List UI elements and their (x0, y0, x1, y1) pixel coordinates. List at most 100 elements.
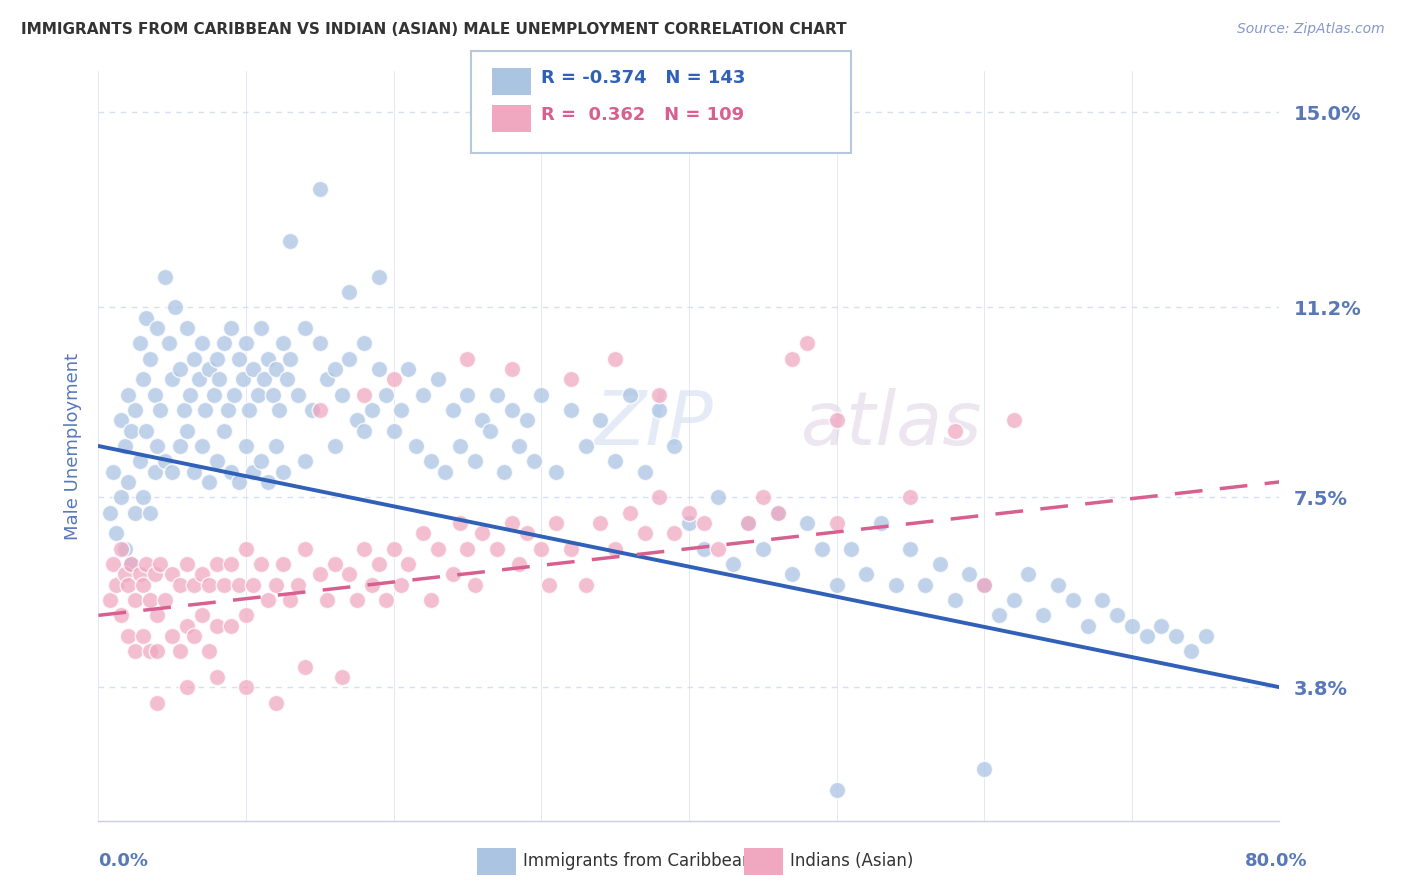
Point (143, 465, 166, 479)
Point (242, 362, 264, 376)
Point (619, 387, 641, 401)
Point (988, 608, 1011, 623)
Point (205, 670, 228, 684)
Point (191, 567, 214, 582)
Text: Indians (Asian): Indians (Asian) (790, 852, 914, 870)
Point (457, 387, 479, 401)
Point (117, 577, 139, 591)
Point (427, 372, 450, 386)
Point (139, 593, 162, 607)
Point (110, 608, 132, 623)
Point (389, 577, 412, 591)
Point (486, 541, 509, 556)
Point (202, 387, 225, 401)
Point (176, 618, 198, 632)
Point (501, 403, 523, 417)
Point (221, 557, 243, 571)
Point (120, 557, 142, 571)
Point (1018, 567, 1040, 582)
Point (294, 321, 316, 335)
Point (235, 608, 257, 623)
Point (825, 782, 848, 797)
Point (841, 541, 863, 556)
Point (323, 557, 346, 571)
Point (257, 351, 280, 366)
Point (634, 526, 657, 541)
Point (1195, 629, 1218, 643)
Point (253, 372, 276, 386)
Point (146, 696, 169, 710)
Point (191, 336, 214, 351)
Point (766, 506, 789, 520)
Point (855, 567, 877, 582)
Point (796, 516, 818, 530)
Point (1032, 608, 1054, 623)
Point (169, 362, 191, 376)
Point (382, 541, 405, 556)
Point (870, 516, 893, 530)
Point (162, 567, 183, 582)
Point (98, 506, 121, 520)
Point (589, 516, 612, 530)
Point (1047, 577, 1070, 591)
Point (508, 439, 530, 453)
Text: R = -0.374   N = 143: R = -0.374 N = 143 (541, 69, 745, 87)
Point (368, 269, 391, 284)
Point (257, 593, 280, 607)
Point (360, 577, 382, 591)
Point (546, 465, 568, 479)
Point (208, 372, 231, 386)
Point (1136, 629, 1159, 643)
Point (339, 285, 361, 299)
Point (183, 629, 205, 643)
Point (287, 387, 309, 401)
Point (516, 526, 538, 541)
Point (191, 439, 214, 453)
Point (412, 387, 434, 401)
Point (368, 557, 391, 571)
Point (271, 465, 294, 479)
Point (560, 403, 582, 417)
Point (560, 372, 582, 386)
Point (232, 372, 254, 386)
Point (98, 593, 121, 607)
Point (309, 182, 332, 196)
Point (309, 403, 332, 417)
Point (412, 526, 434, 541)
Point (153, 593, 176, 607)
Point (162, 629, 183, 643)
Point (471, 413, 494, 427)
Point (176, 424, 198, 438)
Point (143, 567, 166, 582)
Point (309, 336, 332, 351)
Point (707, 541, 730, 556)
Point (165, 301, 187, 315)
Point (1166, 629, 1188, 643)
Y-axis label: Male Unemployment: Male Unemployment (63, 352, 82, 540)
Point (464, 454, 486, 468)
Point (900, 491, 922, 505)
Point (1180, 644, 1202, 658)
Point (605, 454, 627, 468)
Point (139, 506, 162, 520)
Point (294, 454, 316, 468)
Point (353, 541, 375, 556)
Point (441, 403, 464, 417)
Point (221, 465, 243, 479)
Text: atlas: atlas (801, 387, 983, 459)
Point (280, 593, 302, 607)
Point (537, 577, 560, 591)
Point (530, 541, 553, 556)
Point (250, 454, 273, 468)
Point (1150, 618, 1173, 632)
Point (120, 557, 142, 571)
Point (224, 387, 246, 401)
Point (1121, 618, 1143, 632)
Point (575, 439, 598, 453)
Point (441, 567, 464, 582)
Point (264, 577, 287, 591)
Point (1077, 618, 1099, 632)
Point (353, 387, 375, 401)
Point (110, 491, 132, 505)
Point (271, 557, 294, 571)
